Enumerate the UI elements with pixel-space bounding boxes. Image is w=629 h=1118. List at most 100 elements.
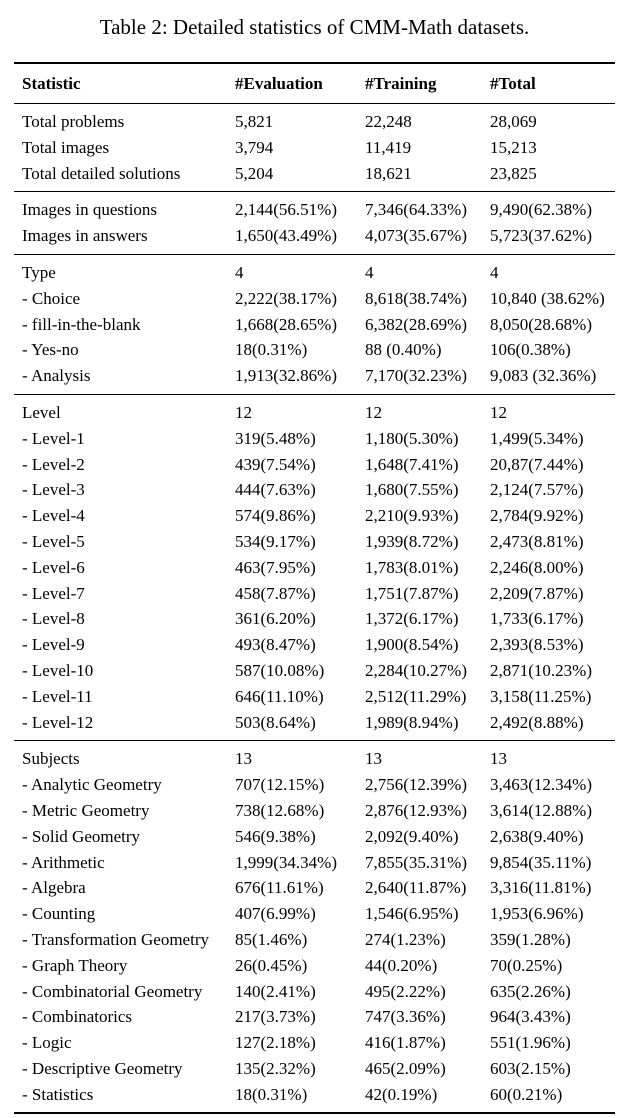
table-row: - Graph Theory 26(0.45%) 44(0.20%) 70(0.25%… — [14, 953, 615, 979]
cell-training: 1,648(7.41%) — [365, 454, 459, 474]
table-row: - Statistics 18(0.31%) 42(0.19%) 60(0.21%) — [14, 1082, 615, 1114]
cell-statistic: - fill-in-the-blank — [22, 314, 141, 334]
cell-evaluation: 587(10.08%) — [235, 660, 325, 680]
table-row: - Level-10 587(10.08%) 2,284(10.27%) 2,871(… — [14, 658, 615, 684]
cell-statistic: Subjects — [22, 749, 80, 769]
statistics-table: Statistic #Evaluation #Training #Total T… — [14, 62, 615, 1115]
cell-total: 3,158(11.25%) — [490, 686, 592, 706]
cell-evaluation: 13 — [235, 749, 252, 769]
cell-total: 2,638(9.40%) — [490, 826, 584, 846]
cell-evaluation: 26(0.45%) — [235, 955, 308, 975]
cell-training: 1,939(8.72%) — [365, 531, 459, 551]
cell-training: 495(2.22%) — [365, 981, 446, 1001]
table-row: - Descriptive Geometry 135(2.32%) 465(2.09… — [14, 1056, 615, 1082]
table-header: Statistic #Evaluation #Training #Total — [14, 63, 615, 104]
cell-training: 2,210(9.93%) — [365, 506, 459, 526]
cell-total: 23,825 — [490, 163, 537, 183]
cell-training: 2,092(9.40%) — [365, 826, 459, 846]
cell-total: 9,490(62.38%) — [490, 200, 592, 220]
cell-total: 5,723(37.62%) — [490, 226, 592, 246]
cell-total: 3,316(11.81%) — [490, 878, 592, 898]
table-row: Total problems 5,821 22,248 28,069 — [14, 104, 615, 135]
cell-training: 1,546(6.95%) — [365, 904, 459, 924]
cell-statistic: - Transformation Geometry — [22, 929, 209, 949]
cell-statistic: - Logic — [22, 1033, 72, 1053]
cell-total: 964(3.43%) — [490, 1007, 571, 1027]
table-row: - Level-11 646(11.10%) 2,512(11.29%) 3,158(… — [14, 684, 615, 710]
cell-statistic: - Level-11 — [22, 686, 93, 706]
table-row: - Analysis 1,913(32.86%) 7,170(32.23%) 9,08… — [14, 363, 615, 394]
header-statistic: Statistic — [22, 74, 81, 93]
cell-training: 2,284(10.27%) — [365, 660, 467, 680]
cell-training: 1,751(7.87%) — [365, 583, 459, 603]
cell-evaluation: 1,668(28.65%) — [235, 314, 337, 334]
cell-statistic: - Combinatorial Geometry — [22, 981, 203, 1001]
cell-total: 3,463(12.34%) — [490, 775, 592, 795]
cell-evaluation: 12 — [235, 402, 252, 422]
cell-training: 88 (0.40%) — [365, 340, 442, 360]
cell-training: 1,900(8.54%) — [365, 635, 459, 655]
cell-evaluation: 503(8.64%) — [235, 712, 316, 732]
cell-evaluation: 463(7.95%) — [235, 557, 316, 577]
cell-statistic: - Level-1 — [22, 428, 85, 448]
table-row: - Level-7 458(7.87%) 1,751(7.87%) 2,209(7.8… — [14, 581, 615, 607]
table-row: Level 12 12 12 — [14, 394, 615, 425]
cell-training: 18,621 — [365, 163, 412, 183]
cell-total: 2,246(8.00%) — [490, 557, 584, 577]
header-evaluation: #Evaluation — [235, 74, 323, 93]
cell-evaluation: 85(1.46%) — [235, 929, 308, 949]
cell-total: 4 — [490, 262, 499, 282]
cell-training: 747(3.36%) — [365, 1007, 446, 1027]
table-row: Total images 3,794 11,419 15,213 — [14, 135, 615, 161]
table-section-image-placement: Images in questions 2,144(56.51%) 7,346(64… — [14, 191, 615, 255]
cell-evaluation: 458(7.87%) — [235, 583, 316, 603]
cell-training: 13 — [365, 749, 382, 769]
cell-total: 2,393(8.53%) — [490, 635, 584, 655]
cell-evaluation: 534(9.17%) — [235, 531, 316, 551]
table-row: - Level-6 463(7.95%) 1,783(8.01%) 2,246(8.0… — [14, 555, 615, 581]
table-row: - Analytic Geometry 707(12.15%) 2,756(12.3… — [14, 772, 615, 798]
table-section-totals: Total problems 5,821 22,248 28,069 Total ima… — [14, 103, 615, 192]
header-total: #Total — [490, 74, 536, 93]
header-training: #Training — [365, 74, 437, 93]
table-row: - Level-2 439(7.54%) 1,648(7.41%) 20,87(7.4… — [14, 452, 615, 478]
table-row: - Choice 2,222(38.17%) 8,618(38.74%) 10,840… — [14, 286, 615, 312]
table-row: Images in questions 2,144(56.51%) 7,346(64… — [14, 192, 615, 223]
cell-training: 274(1.23%) — [365, 929, 446, 949]
table-row: Images in answers 1,650(43.49%) 4,073(35.6… — [14, 223, 615, 254]
cell-total: 2,492(8.88%) — [490, 712, 584, 732]
cell-statistic: - Arithmetic — [22, 852, 105, 872]
cell-evaluation: 135(2.32%) — [235, 1058, 316, 1078]
cell-evaluation: 546(9.38%) — [235, 826, 316, 846]
cell-total: 12 — [490, 402, 507, 422]
cell-total: 551(1.96%) — [490, 1033, 571, 1053]
table-section-type: Type 4 4 4 - Choice 2,222(38.17%) 8,618(38.74%… — [14, 254, 615, 394]
cell-statistic: - Combinatorics — [22, 1007, 133, 1027]
header-row: Statistic #Evaluation #Training #Total — [14, 63, 615, 104]
cell-training: 2,756(12.39%) — [365, 775, 467, 795]
cell-total: 10,840 (38.62%) — [490, 288, 605, 308]
cell-statistic: - Yes-no — [22, 340, 79, 360]
cell-evaluation: 439(7.54%) — [235, 454, 316, 474]
cell-total: 2,784(9.92%) — [490, 506, 584, 526]
cell-statistic: - Solid Geometry — [22, 826, 141, 846]
cell-training: 6,382(28.69%) — [365, 314, 467, 334]
cell-evaluation: 361(6.20%) — [235, 609, 316, 629]
table-section-level: Level 12 12 12 - Level-1 319(5.48%) 1,180(5.30… — [14, 394, 615, 740]
cell-statistic: - Counting — [22, 904, 96, 924]
cell-total: 60(0.21%) — [490, 1084, 563, 1104]
cell-evaluation: 18(0.31%) — [235, 1084, 308, 1104]
table-row: - fill-in-the-blank 1,668(28.65%) 6,382(28… — [14, 312, 615, 338]
cell-training: 4,073(35.67%) — [365, 226, 467, 246]
cell-training: 7,170(32.23%) — [365, 366, 467, 386]
cell-training: 2,876(12.93%) — [365, 800, 467, 820]
table-row: - Level-1 319(5.48%) 1,180(5.30%) 1,499(5.3… — [14, 426, 615, 452]
table-row: - Level-3 444(7.63%) 1,680(7.55%) 2,124(7.5… — [14, 477, 615, 503]
cell-evaluation: 676(11.61%) — [235, 878, 324, 898]
cell-total: 1,733(6.17%) — [490, 609, 584, 629]
cell-statistic: - Level-12 — [22, 712, 94, 732]
cell-evaluation: 1,650(43.49%) — [235, 226, 337, 246]
table-row: - Level-9 493(8.47%) 1,900(8.54%) 2,393(8.5… — [14, 632, 615, 658]
cell-training: 1,372(6.17%) — [365, 609, 459, 629]
